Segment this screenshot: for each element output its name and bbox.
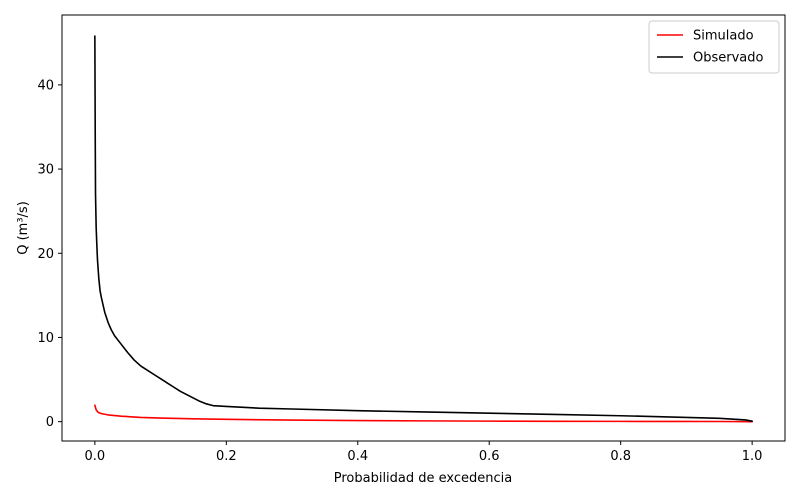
series-line-simulado [94,404,753,423]
y-tick-label: 10 [37,331,54,346]
series-layer [94,35,753,423]
x-tick-label: 0.8 [610,449,631,464]
legend-label-observado: Observado [693,51,764,66]
axes-layer: 0.0 0.2 0.4 0.6 0.8 1.0 0 10 20 30 40 [37,14,786,464]
x-tick-label: 0.4 [347,449,368,464]
x-tick-label: 0.0 [85,449,106,464]
legend-box [648,20,780,74]
x-tick-label: 0.2 [216,449,237,464]
y-axis-label: Q (m³/s) [16,201,31,255]
x-tick-label: 1.0 [742,449,763,464]
y-tick-label: 40 [37,78,54,93]
y-tick-label: 0 [46,415,54,430]
legend-label-simulado: Simulado [693,29,754,44]
plot-frame [61,14,786,442]
series-line-observado [94,35,753,423]
y-tick-label: 20 [37,247,54,262]
y-tick-label: 30 [37,163,54,178]
legend: Simulado Observado [648,20,780,74]
x-tick-label: 0.6 [479,449,500,464]
x-axis-label: Probabilidad de excedencia [334,471,513,486]
